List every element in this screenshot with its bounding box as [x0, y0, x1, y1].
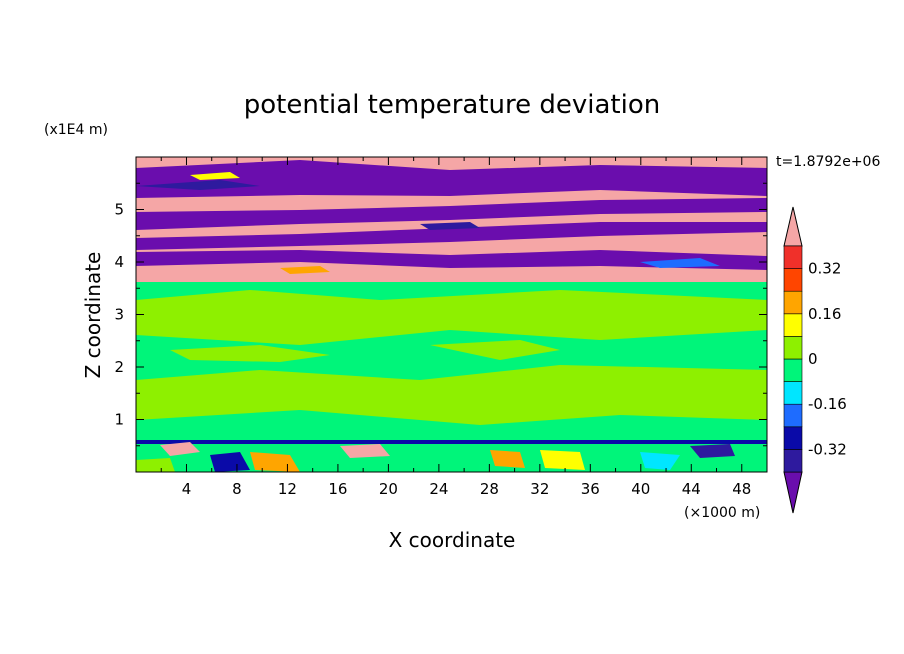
- colorbar-label: 0.16: [808, 305, 841, 323]
- colorbar-label: 0: [808, 350, 818, 368]
- x-tick-label: 44: [682, 480, 701, 498]
- y-tick-label: 5: [114, 201, 124, 219]
- x-tick-label: 20: [379, 480, 398, 498]
- y-axis-label: Z coordinate: [81, 252, 105, 379]
- colorbar-box: [783, 426, 803, 450]
- colorbar-extend-high: [783, 206, 803, 247]
- x-tick-label: 24: [429, 480, 448, 498]
- y-tick-label: 2: [114, 358, 124, 376]
- x-tick-label: 4: [182, 480, 192, 498]
- y-tick-label: 3: [114, 306, 124, 324]
- colorbar-box: [783, 449, 803, 473]
- x-tick-label: 48: [732, 480, 751, 498]
- y-axis-ticks: 1 2 3 4 5: [114, 182, 767, 447]
- contour-field: [136, 157, 767, 472]
- x-tick-label: 32: [530, 480, 549, 498]
- colorbar-extend-low: [783, 471, 803, 514]
- x-tick-label: 16: [328, 480, 347, 498]
- time-label: t=1.8792e+06: [776, 154, 880, 170]
- y-tick-label: 1: [114, 411, 124, 429]
- colorbar-box: [783, 336, 803, 360]
- colorbar-label: 0.32: [808, 260, 841, 278]
- chart-title: potential temperature deviation: [244, 90, 660, 120]
- colorbar-box: [783, 268, 803, 292]
- colorbar-label: -0.16: [808, 395, 847, 413]
- x-axis-ticks: 4 8 12 16 20 24 28 32 36 40 44 48: [160, 157, 751, 498]
- colorbar: -0.32 -0.16 0 0.16 0.32: [783, 206, 847, 514]
- y-unit-label: (x1E4 m): [44, 122, 108, 138]
- x-tick-label: 28: [480, 480, 499, 498]
- colorbar-box: [783, 381, 803, 405]
- colorbar-box: [783, 245, 803, 269]
- x-tick-label: 12: [278, 480, 297, 498]
- colorbar-label: -0.32: [808, 440, 847, 458]
- x-tick-label: 40: [631, 480, 650, 498]
- x-unit-label: (×1000 m): [684, 505, 760, 521]
- x-tick-label: 8: [232, 480, 242, 498]
- x-axis-label: X coordinate: [389, 528, 516, 552]
- colorbar-box: [783, 290, 803, 315]
- colorbar-box: [783, 313, 803, 337]
- colorbar-box: [783, 358, 803, 382]
- colorbar-box: [783, 403, 803, 428]
- y-tick-label: 4: [114, 253, 124, 271]
- x-tick-label: 36: [581, 480, 600, 498]
